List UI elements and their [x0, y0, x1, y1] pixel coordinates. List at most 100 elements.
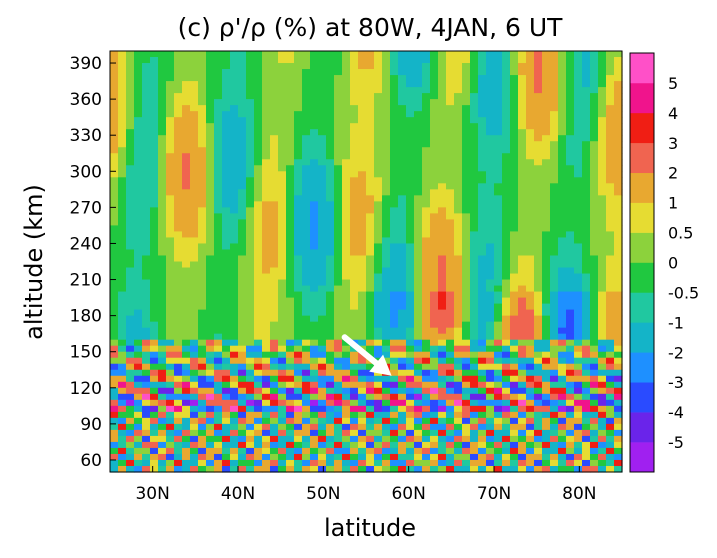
heatmap-cell	[206, 51, 215, 58]
heatmap-cell	[590, 141, 599, 148]
heatmap-cell	[190, 177, 199, 184]
heatmap-cell	[230, 171, 239, 178]
heatmap-cell	[534, 117, 543, 124]
heatmap-cell	[254, 123, 263, 130]
heatmap-cell	[310, 189, 319, 196]
heatmap-cell	[534, 207, 543, 214]
heatmap-cell	[582, 375, 591, 383]
colorbar-swatch	[630, 112, 654, 144]
heatmap-cell	[126, 177, 135, 184]
heatmap-cell	[366, 261, 375, 269]
heatmap-cell	[278, 57, 287, 64]
heatmap-cell	[294, 447, 303, 455]
heatmap-cell	[526, 255, 535, 263]
heatmap-cell	[478, 153, 487, 160]
heatmap-cell	[118, 369, 127, 377]
heatmap-cell	[406, 261, 415, 269]
heatmap-cell	[166, 135, 175, 142]
heatmap-cell	[590, 375, 599, 383]
heatmap-cell	[598, 333, 607, 341]
heatmap-cell	[478, 357, 487, 365]
heatmap-cell	[590, 453, 599, 461]
heatmap-cell	[182, 51, 191, 58]
heatmap-cell	[590, 363, 599, 371]
heatmap-cell	[470, 345, 479, 353]
heatmap-cell	[382, 327, 391, 335]
heatmap-cell	[446, 345, 455, 353]
heatmap-cell	[286, 81, 295, 88]
heatmap-cell	[286, 201, 295, 208]
heatmap-cell	[118, 441, 127, 449]
heatmap-cell	[366, 75, 375, 82]
heatmap-cell	[470, 255, 479, 263]
heatmap-cell	[598, 87, 607, 94]
heatmap-cell	[510, 417, 519, 425]
heatmap-cell	[214, 279, 223, 287]
heatmap-cell	[342, 207, 351, 214]
heatmap-cell	[430, 93, 439, 100]
heatmap-cell	[198, 441, 207, 449]
heatmap-cell	[382, 129, 391, 136]
heatmap-cell	[278, 117, 287, 124]
heatmap-cell	[606, 255, 615, 263]
heatmap-cell	[318, 237, 327, 245]
heatmap-cell	[470, 147, 479, 154]
heatmap-cell	[502, 129, 511, 136]
heatmap-cell	[230, 453, 239, 461]
heatmap-cell	[614, 213, 623, 220]
heatmap-cell	[198, 123, 207, 130]
heatmap-cell	[526, 291, 535, 299]
heatmap-cell	[510, 57, 519, 64]
heatmap-cell	[406, 57, 415, 64]
heatmap-cell	[174, 327, 183, 335]
heatmap-cell	[158, 87, 167, 94]
heatmap-cell	[390, 315, 399, 323]
heatmap-cell	[502, 387, 511, 395]
heatmap-cell	[374, 201, 383, 208]
heatmap-cell	[606, 177, 615, 184]
heatmap-cell	[614, 63, 623, 70]
heatmap-cell	[134, 261, 143, 269]
x-axis-label: latitude	[324, 514, 416, 542]
heatmap-cell	[166, 363, 175, 371]
heatmap-cell	[438, 153, 447, 160]
heatmap-cell	[310, 207, 319, 214]
heatmap-cell	[430, 429, 439, 437]
heatmap-cell	[190, 81, 199, 88]
heatmap-cell	[310, 201, 319, 208]
heatmap-cell	[142, 459, 151, 467]
heatmap-cell	[414, 129, 423, 136]
heatmap-cell	[350, 261, 359, 269]
heatmap-cell	[134, 183, 143, 190]
heatmap-cell	[550, 441, 559, 449]
heatmap-cell	[318, 393, 327, 401]
heatmap-cell	[206, 177, 215, 184]
heatmap-cell	[510, 123, 519, 130]
heatmap-cell	[222, 441, 231, 449]
heatmap-cell	[430, 411, 439, 419]
heatmap-cell	[494, 69, 503, 76]
heatmap-cell	[534, 363, 543, 371]
heatmap-cell	[558, 195, 567, 202]
heatmap-cell	[342, 171, 351, 178]
heatmap-cell	[262, 99, 271, 106]
heatmap-cell	[118, 393, 127, 401]
heatmap-cell	[246, 267, 255, 275]
heatmap-cell	[334, 105, 343, 112]
heatmap-cell	[318, 417, 327, 425]
heatmap-cell	[326, 237, 335, 245]
heatmap-cell	[334, 255, 343, 263]
heatmap-cell	[318, 429, 327, 437]
heatmap-cell	[214, 273, 223, 281]
heatmap-cell	[270, 411, 279, 419]
heatmap-cell	[262, 243, 271, 251]
heatmap-cell	[574, 177, 583, 184]
heatmap-cell	[510, 225, 519, 233]
heatmap-cell	[342, 141, 351, 148]
heatmap-cell	[454, 363, 463, 371]
heatmap-cell	[478, 141, 487, 148]
heatmap-cell	[150, 231, 159, 239]
heatmap-cell	[510, 105, 519, 112]
heatmap-cell	[582, 237, 591, 245]
heatmap-cell	[606, 189, 615, 196]
